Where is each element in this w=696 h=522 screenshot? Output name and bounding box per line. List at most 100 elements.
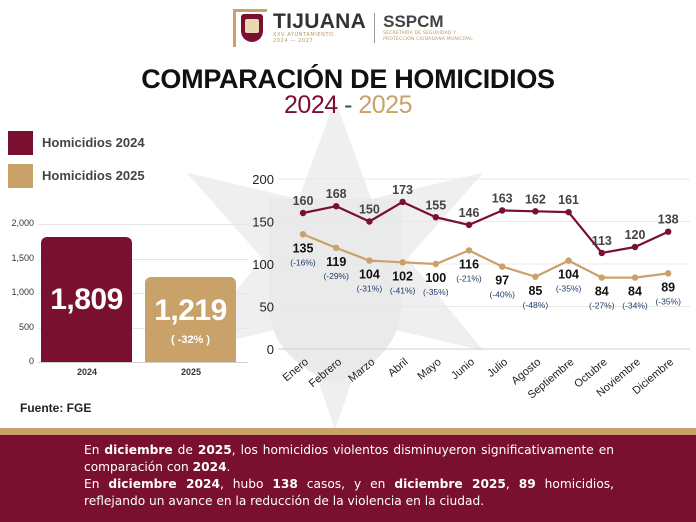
footer-banner: En diciembre de 2025, los homicidios vio… bbox=[0, 435, 696, 522]
value-label-2024: 162 bbox=[525, 192, 546, 206]
pct-change-label: (-41%) bbox=[390, 285, 416, 295]
footer-summary: En diciembre de 2025, los homicidios vio… bbox=[84, 442, 614, 510]
bar-pct-2025: ( -32% ) bbox=[170, 333, 211, 346]
value-label-2025: 89 bbox=[661, 280, 675, 294]
point-2024 bbox=[465, 221, 473, 229]
x-tick-julio: Julio bbox=[485, 356, 510, 380]
y-tick: 2,000 bbox=[11, 218, 34, 228]
value-label-2024: 160 bbox=[293, 194, 314, 208]
footer-text-run: , bbox=[505, 477, 519, 491]
bar-category-2025: 2025 bbox=[180, 367, 202, 377]
y-tick: 100 bbox=[252, 257, 274, 272]
pct-change-label: (-40%) bbox=[489, 290, 515, 300]
subtitle-dash: - bbox=[337, 91, 359, 119]
point-2024 bbox=[399, 198, 406, 206]
gridline bbox=[38, 224, 248, 225]
y-tick: 150 bbox=[252, 215, 274, 230]
footer-paragraph-2: En diciembre 2024, hubo 138 casos, y en … bbox=[84, 476, 614, 510]
city-sub-2: 2024 — 2027 bbox=[273, 38, 314, 44]
y-tick: 1,000 bbox=[11, 287, 34, 297]
footer-text-run: homicidios, reflejando un avance en la r… bbox=[84, 477, 614, 508]
x-tick-junio: Junio bbox=[449, 356, 477, 382]
gridline bbox=[38, 293, 248, 294]
monthly-line-chart: 0 50 100 150 200 Enero Febrero Marzo Abril Mayo Ju… bbox=[245, 170, 696, 430]
point-2025 bbox=[499, 263, 506, 270]
point-2024 bbox=[631, 243, 639, 251]
y-tick: 50 bbox=[260, 300, 274, 315]
agency-sub-2: PROTECCIÓN CIUDADANA MUNICIPAL bbox=[383, 37, 473, 42]
value-label-2024: 113 bbox=[592, 234, 612, 248]
point-2025 bbox=[631, 274, 639, 281]
value-label-2025: 100 bbox=[425, 271, 446, 285]
point-2025 bbox=[465, 247, 473, 254]
point-2025 bbox=[565, 257, 572, 264]
x-tick-mayo: Mayo bbox=[415, 356, 443, 382]
baseline bbox=[38, 362, 248, 363]
point-2025 bbox=[299, 231, 307, 238]
y-tick: 0 bbox=[28, 356, 34, 366]
point-2025 bbox=[532, 273, 539, 280]
value-label-2025: 135 bbox=[293, 241, 314, 255]
footer-emphasis: diciembre 2025 bbox=[394, 477, 506, 491]
value-label-2025: 104 bbox=[558, 268, 579, 282]
value-label-2024: 150 bbox=[359, 203, 380, 217]
pct-change-label: (-27%) bbox=[589, 301, 615, 311]
bar-2024: 1,809 bbox=[41, 237, 132, 362]
point-2025 bbox=[333, 244, 340, 252]
y-tick: 1,500 bbox=[11, 253, 34, 263]
value-label-2025: 119 bbox=[326, 255, 346, 269]
bar-value-2025: 1,219 bbox=[154, 293, 227, 327]
legend-swatch-2024 bbox=[8, 130, 33, 155]
x-tick-marzo: Marzo bbox=[346, 356, 377, 385]
subtitle-year-2025: 2025 bbox=[358, 91, 412, 119]
footer-text-run: . bbox=[226, 460, 231, 474]
header-logos: TIJUANA XXV AYUNTAMIENTO 2024 — 2027 SSP… bbox=[233, 8, 473, 48]
legend-label-2024: Homicidios 2024 bbox=[42, 135, 145, 150]
footer-emphasis: 2024 bbox=[192, 460, 227, 474]
value-label-2024: 138 bbox=[658, 213, 679, 227]
page-subtitle: 2024 - 2025 bbox=[0, 91, 696, 120]
value-label-2024: 146 bbox=[459, 206, 480, 220]
pct-change-label: (-35%) bbox=[556, 284, 582, 294]
legend-item-2025: Homicidios 2025 bbox=[8, 159, 145, 192]
agency-name: SSPCM bbox=[383, 12, 444, 31]
point-2024 bbox=[499, 207, 506, 214]
x-tick-enero: Enero bbox=[281, 356, 311, 384]
value-label-2025: 84 bbox=[628, 285, 642, 299]
pct-change-label: (-31%) bbox=[357, 284, 383, 294]
footer-emphasis: diciembre bbox=[104, 443, 173, 457]
y-tick: 200 bbox=[252, 172, 274, 187]
value-label-2024: 120 bbox=[625, 228, 646, 242]
tijuana-crest-icon bbox=[233, 9, 267, 47]
x-tick-febrero: Febrero bbox=[307, 356, 344, 390]
subtitle-year-2024: 2024 bbox=[284, 91, 338, 119]
point-2025 bbox=[432, 260, 439, 268]
footer-paragraph-1: En diciembre de 2025, los homicidios vio… bbox=[84, 442, 614, 476]
value-label-2025: 104 bbox=[359, 268, 380, 282]
gridline bbox=[38, 259, 248, 260]
gridline bbox=[38, 328, 248, 329]
legend-swatch-2025 bbox=[8, 163, 33, 188]
point-2024 bbox=[366, 218, 373, 225]
value-label-2025: 116 bbox=[459, 257, 479, 271]
point-2025 bbox=[399, 259, 406, 266]
pct-change-label: (-29%) bbox=[323, 271, 349, 281]
value-label-2025: 85 bbox=[528, 284, 542, 298]
footer-emphasis: diciembre 2024 bbox=[108, 477, 220, 491]
footer-text-run: casos, y en bbox=[297, 477, 395, 491]
point-2025 bbox=[598, 274, 605, 281]
value-label-2024: 168 bbox=[326, 187, 347, 201]
footer-emphasis: 2025 bbox=[197, 443, 232, 457]
pct-change-label: (-35%) bbox=[423, 287, 449, 297]
page-title: COMPARACIÓN DE HOMICIDIOS bbox=[141, 64, 555, 94]
bar-category-2024: 2024 bbox=[76, 367, 98, 377]
value-label-2025: 84 bbox=[595, 285, 609, 299]
point-2024 bbox=[565, 208, 572, 216]
point-2024 bbox=[299, 209, 307, 217]
chart-legend: Homicidios 2024 Homicidios 2025 bbox=[8, 126, 145, 192]
legend-label-2025: Homicidios 2025 bbox=[42, 168, 145, 183]
point-2025 bbox=[366, 257, 373, 264]
value-label-2025: 97 bbox=[495, 274, 509, 288]
value-label-2024: 173 bbox=[392, 183, 413, 197]
